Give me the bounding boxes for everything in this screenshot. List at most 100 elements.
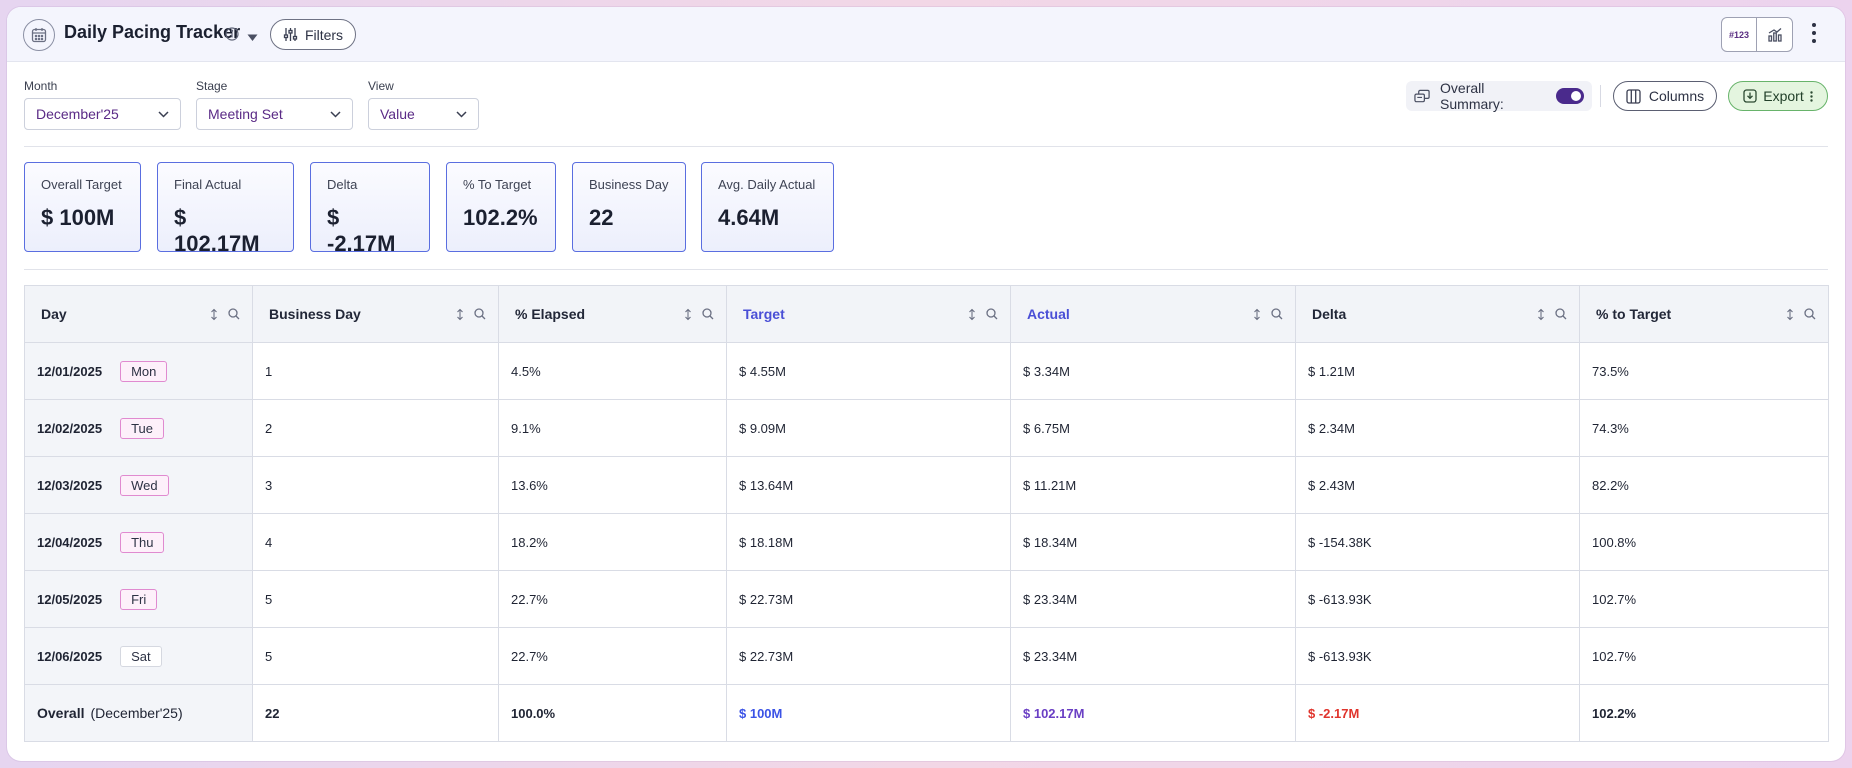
download-icon (1743, 89, 1757, 103)
cell-overall: Overall (December'25) (24, 684, 253, 742)
table-row[interactable]: 12/03/2025 Wed 3 13.6% $ 13.64M $ 11.21M … (24, 456, 1829, 514)
search-icon[interactable] (228, 308, 240, 320)
overall-label: Overall (37, 705, 85, 721)
cell-elapsed: 18.2% (498, 513, 727, 571)
column-header-label: Delta (1312, 306, 1347, 322)
cell-business-day: 1 (252, 342, 499, 400)
weekday-badge: Fri (120, 588, 158, 610)
summary-card: Delta $ -2.17M (310, 162, 430, 256)
cell-delta: $ -613.93K (1295, 570, 1580, 628)
cell-actual: $ 6.75M (1010, 399, 1296, 457)
overall-summary-switch[interactable] (1555, 88, 1584, 104)
summary-card: Business Day 22 (572, 162, 686, 252)
cell-target: $ 100M (726, 684, 1011, 742)
column-header-elapsed[interactable]: % Elapsed (498, 285, 727, 343)
card-value: $ 102.17M (174, 205, 260, 256)
filters-button[interactable]: Filters (270, 19, 356, 50)
sort-icon[interactable] (210, 308, 218, 321)
cell-pct-to-target: 102.7% (1579, 627, 1829, 685)
search-icon[interactable] (1271, 308, 1283, 320)
search-icon[interactable] (1804, 308, 1816, 320)
table-row[interactable]: 12/01/2025 Mon 1 4.5% $ 4.55M $ 3.34M $ 1… (24, 342, 1829, 400)
cell-elapsed: 9.1% (498, 399, 727, 457)
bar-chart-icon (1767, 27, 1782, 42)
view-select-value: Value (380, 106, 415, 122)
cell-actual: $ 102.17M (1010, 684, 1296, 742)
columns-button[interactable]: Columns (1613, 81, 1717, 111)
search-icon[interactable] (702, 308, 714, 320)
overall-period: (December'25) (90, 705, 183, 721)
cell-delta: $ -154.38K (1295, 513, 1580, 571)
view-select[interactable]: Value (368, 98, 479, 130)
summary-card: % To Target 102.2% (446, 162, 556, 252)
card-label: % To Target (463, 177, 532, 192)
sort-icon[interactable] (1786, 308, 1794, 321)
cell-day: 12/03/2025 Wed (24, 456, 253, 514)
cell-day: 12/04/2025 Thu (24, 513, 253, 571)
cell-elapsed: 13.6% (498, 456, 727, 514)
export-button[interactable]: Export (1728, 81, 1828, 111)
table-row[interactable]: 12/04/2025 Thu 4 18.2% $ 18.18M $ 18.34M … (24, 513, 1829, 571)
divider (1600, 85, 1601, 107)
cell-day: 12/06/2025 Sat (24, 627, 253, 685)
column-header-delta[interactable]: Delta (1295, 285, 1580, 343)
summary-icon (1414, 89, 1430, 102)
card-value: $ -2.17M (327, 205, 396, 256)
more-options-icon[interactable] (1811, 22, 1817, 49)
month-select[interactable]: December'25 (24, 98, 181, 130)
search-icon[interactable] (1555, 308, 1567, 320)
sliders-icon (283, 28, 298, 41)
numeric-view-button[interactable]: #123 (1722, 18, 1758, 51)
column-header-actual[interactable]: Actual (1010, 285, 1296, 343)
export-label: Export (1763, 88, 1804, 104)
cell-pct-to-target: 100.8% (1579, 513, 1829, 571)
search-icon[interactable] (474, 308, 486, 320)
sort-icon[interactable] (684, 308, 692, 321)
info-icon[interactable] (225, 27, 239, 46)
calendar-icon[interactable] (23, 19, 55, 51)
cell-day: 12/01/2025 Mon (24, 342, 253, 400)
weekday-badge: Tue (120, 417, 164, 439)
page-title: Daily Pacing Tracker (64, 22, 241, 42)
month-label: Month (24, 79, 58, 93)
header-bar: Daily Pacing Tracker Filters #123 (7, 7, 1845, 62)
card-value: 22 (589, 205, 614, 230)
section-divider (24, 269, 1828, 270)
column-header-label: Business Day (269, 306, 361, 322)
table-row[interactable]: 12/02/2025 Tue 2 9.1% $ 9.09M $ 6.75M $ 2… (24, 399, 1829, 457)
month-select-value: December'25 (36, 106, 119, 122)
table-row[interactable]: 12/05/2025 Fri 5 22.7% $ 22.73M $ 23.34M … (24, 570, 1829, 628)
table-header-row: Day Business Day % Elapsed Target Actual… (24, 285, 1829, 343)
cell-day: 12/05/2025 Fri (24, 570, 253, 628)
chevron-down-icon (330, 110, 341, 118)
column-header-target[interactable]: Target (726, 285, 1011, 343)
sort-icon[interactable] (456, 308, 464, 321)
column-header-pct-to-target[interactable]: % to Target (1579, 285, 1829, 343)
column-header-business-day[interactable]: Business Day (252, 285, 499, 343)
sort-icon[interactable] (1537, 308, 1545, 321)
column-header-label: % to Target (1596, 306, 1672, 322)
summary-card: Avg. Daily Actual 4.64M (701, 162, 834, 252)
card-value: $ 100M (41, 205, 115, 230)
chevron-down-icon (158, 110, 169, 118)
overall-summary-label: Overall Summary: (1440, 80, 1504, 112)
table-row[interactable]: 12/06/2025 Sat 5 22.7% $ 22.73M $ 23.34M … (24, 627, 1829, 685)
cell-business-day: 5 (252, 627, 499, 685)
sort-icon[interactable] (968, 308, 976, 321)
weekday-badge: Sat (120, 645, 162, 667)
column-header-day[interactable]: Day (24, 285, 253, 343)
cell-target: $ 4.55M (726, 342, 1011, 400)
search-icon[interactable] (986, 308, 998, 320)
pacing-table: Day Business Day % Elapsed Target Actual… (24, 285, 1829, 742)
weekday-badge: Thu (120, 531, 165, 553)
caret-down-icon[interactable] (247, 29, 258, 47)
stage-select[interactable]: Meeting Set (196, 98, 353, 130)
cell-business-day: 5 (252, 570, 499, 628)
column-header-label: Actual (1027, 306, 1070, 322)
chart-view-button[interactable] (1757, 18, 1792, 51)
cell-business-day: 22 (252, 684, 499, 742)
view-label: View (368, 79, 394, 93)
sort-icon[interactable] (1253, 308, 1261, 321)
chevron-down-icon (456, 110, 467, 118)
card-value: 4.64M (718, 205, 780, 230)
